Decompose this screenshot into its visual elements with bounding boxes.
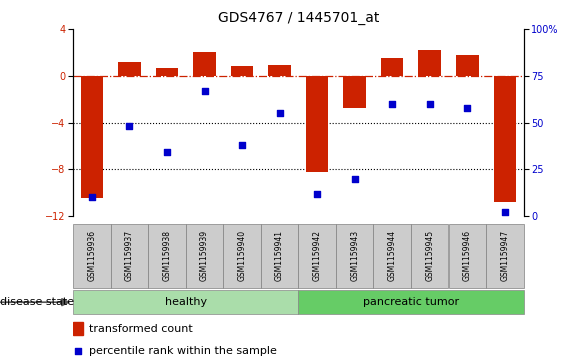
Point xyxy=(463,105,472,110)
FancyBboxPatch shape xyxy=(486,224,524,288)
Bar xyxy=(494,76,516,202)
FancyBboxPatch shape xyxy=(261,224,298,288)
Bar xyxy=(81,76,103,199)
FancyBboxPatch shape xyxy=(186,224,224,288)
Text: GSM1159939: GSM1159939 xyxy=(200,231,209,281)
Text: healthy: healthy xyxy=(165,297,207,307)
Text: GSM1159938: GSM1159938 xyxy=(163,231,172,281)
Point xyxy=(501,209,510,215)
Bar xyxy=(156,68,178,76)
Point xyxy=(388,101,397,107)
Text: GSM1159940: GSM1159940 xyxy=(238,231,247,281)
Title: GDS4767 / 1445701_at: GDS4767 / 1445701_at xyxy=(218,11,379,25)
Text: GSM1159945: GSM1159945 xyxy=(425,231,434,281)
FancyBboxPatch shape xyxy=(224,224,261,288)
Bar xyxy=(418,50,441,76)
Point xyxy=(87,195,96,200)
FancyBboxPatch shape xyxy=(148,224,186,288)
FancyBboxPatch shape xyxy=(373,224,411,288)
Bar xyxy=(193,52,216,76)
FancyBboxPatch shape xyxy=(298,290,524,314)
Bar xyxy=(269,65,291,76)
Bar xyxy=(231,66,253,76)
Bar xyxy=(73,322,83,335)
Text: GSM1159944: GSM1159944 xyxy=(388,231,397,281)
Point xyxy=(200,88,209,94)
Point xyxy=(125,123,134,129)
Text: GSM1159942: GSM1159942 xyxy=(312,231,321,281)
Text: GSM1159946: GSM1159946 xyxy=(463,231,472,281)
Point xyxy=(238,142,247,148)
Text: disease state: disease state xyxy=(0,297,74,307)
Text: percentile rank within the sample: percentile rank within the sample xyxy=(89,346,277,356)
Bar xyxy=(306,76,328,172)
FancyBboxPatch shape xyxy=(336,224,373,288)
Point xyxy=(312,191,321,196)
Text: pancreatic tumor: pancreatic tumor xyxy=(363,297,459,307)
FancyBboxPatch shape xyxy=(449,224,486,288)
Point xyxy=(74,348,83,354)
Text: GSM1159941: GSM1159941 xyxy=(275,231,284,281)
FancyBboxPatch shape xyxy=(73,224,111,288)
Point xyxy=(350,176,359,182)
Bar xyxy=(381,58,404,76)
Point xyxy=(163,150,172,155)
Text: GSM1159937: GSM1159937 xyxy=(125,231,134,281)
Text: GSM1159947: GSM1159947 xyxy=(501,231,510,281)
FancyBboxPatch shape xyxy=(111,224,148,288)
Bar xyxy=(456,55,479,76)
FancyBboxPatch shape xyxy=(298,224,336,288)
Text: GSM1159936: GSM1159936 xyxy=(87,231,96,281)
Text: GSM1159943: GSM1159943 xyxy=(350,231,359,281)
Point xyxy=(425,101,434,107)
Point xyxy=(275,110,284,116)
FancyBboxPatch shape xyxy=(411,224,449,288)
FancyBboxPatch shape xyxy=(73,290,298,314)
Bar xyxy=(343,76,366,109)
Bar xyxy=(118,62,141,76)
Text: transformed count: transformed count xyxy=(89,324,193,334)
